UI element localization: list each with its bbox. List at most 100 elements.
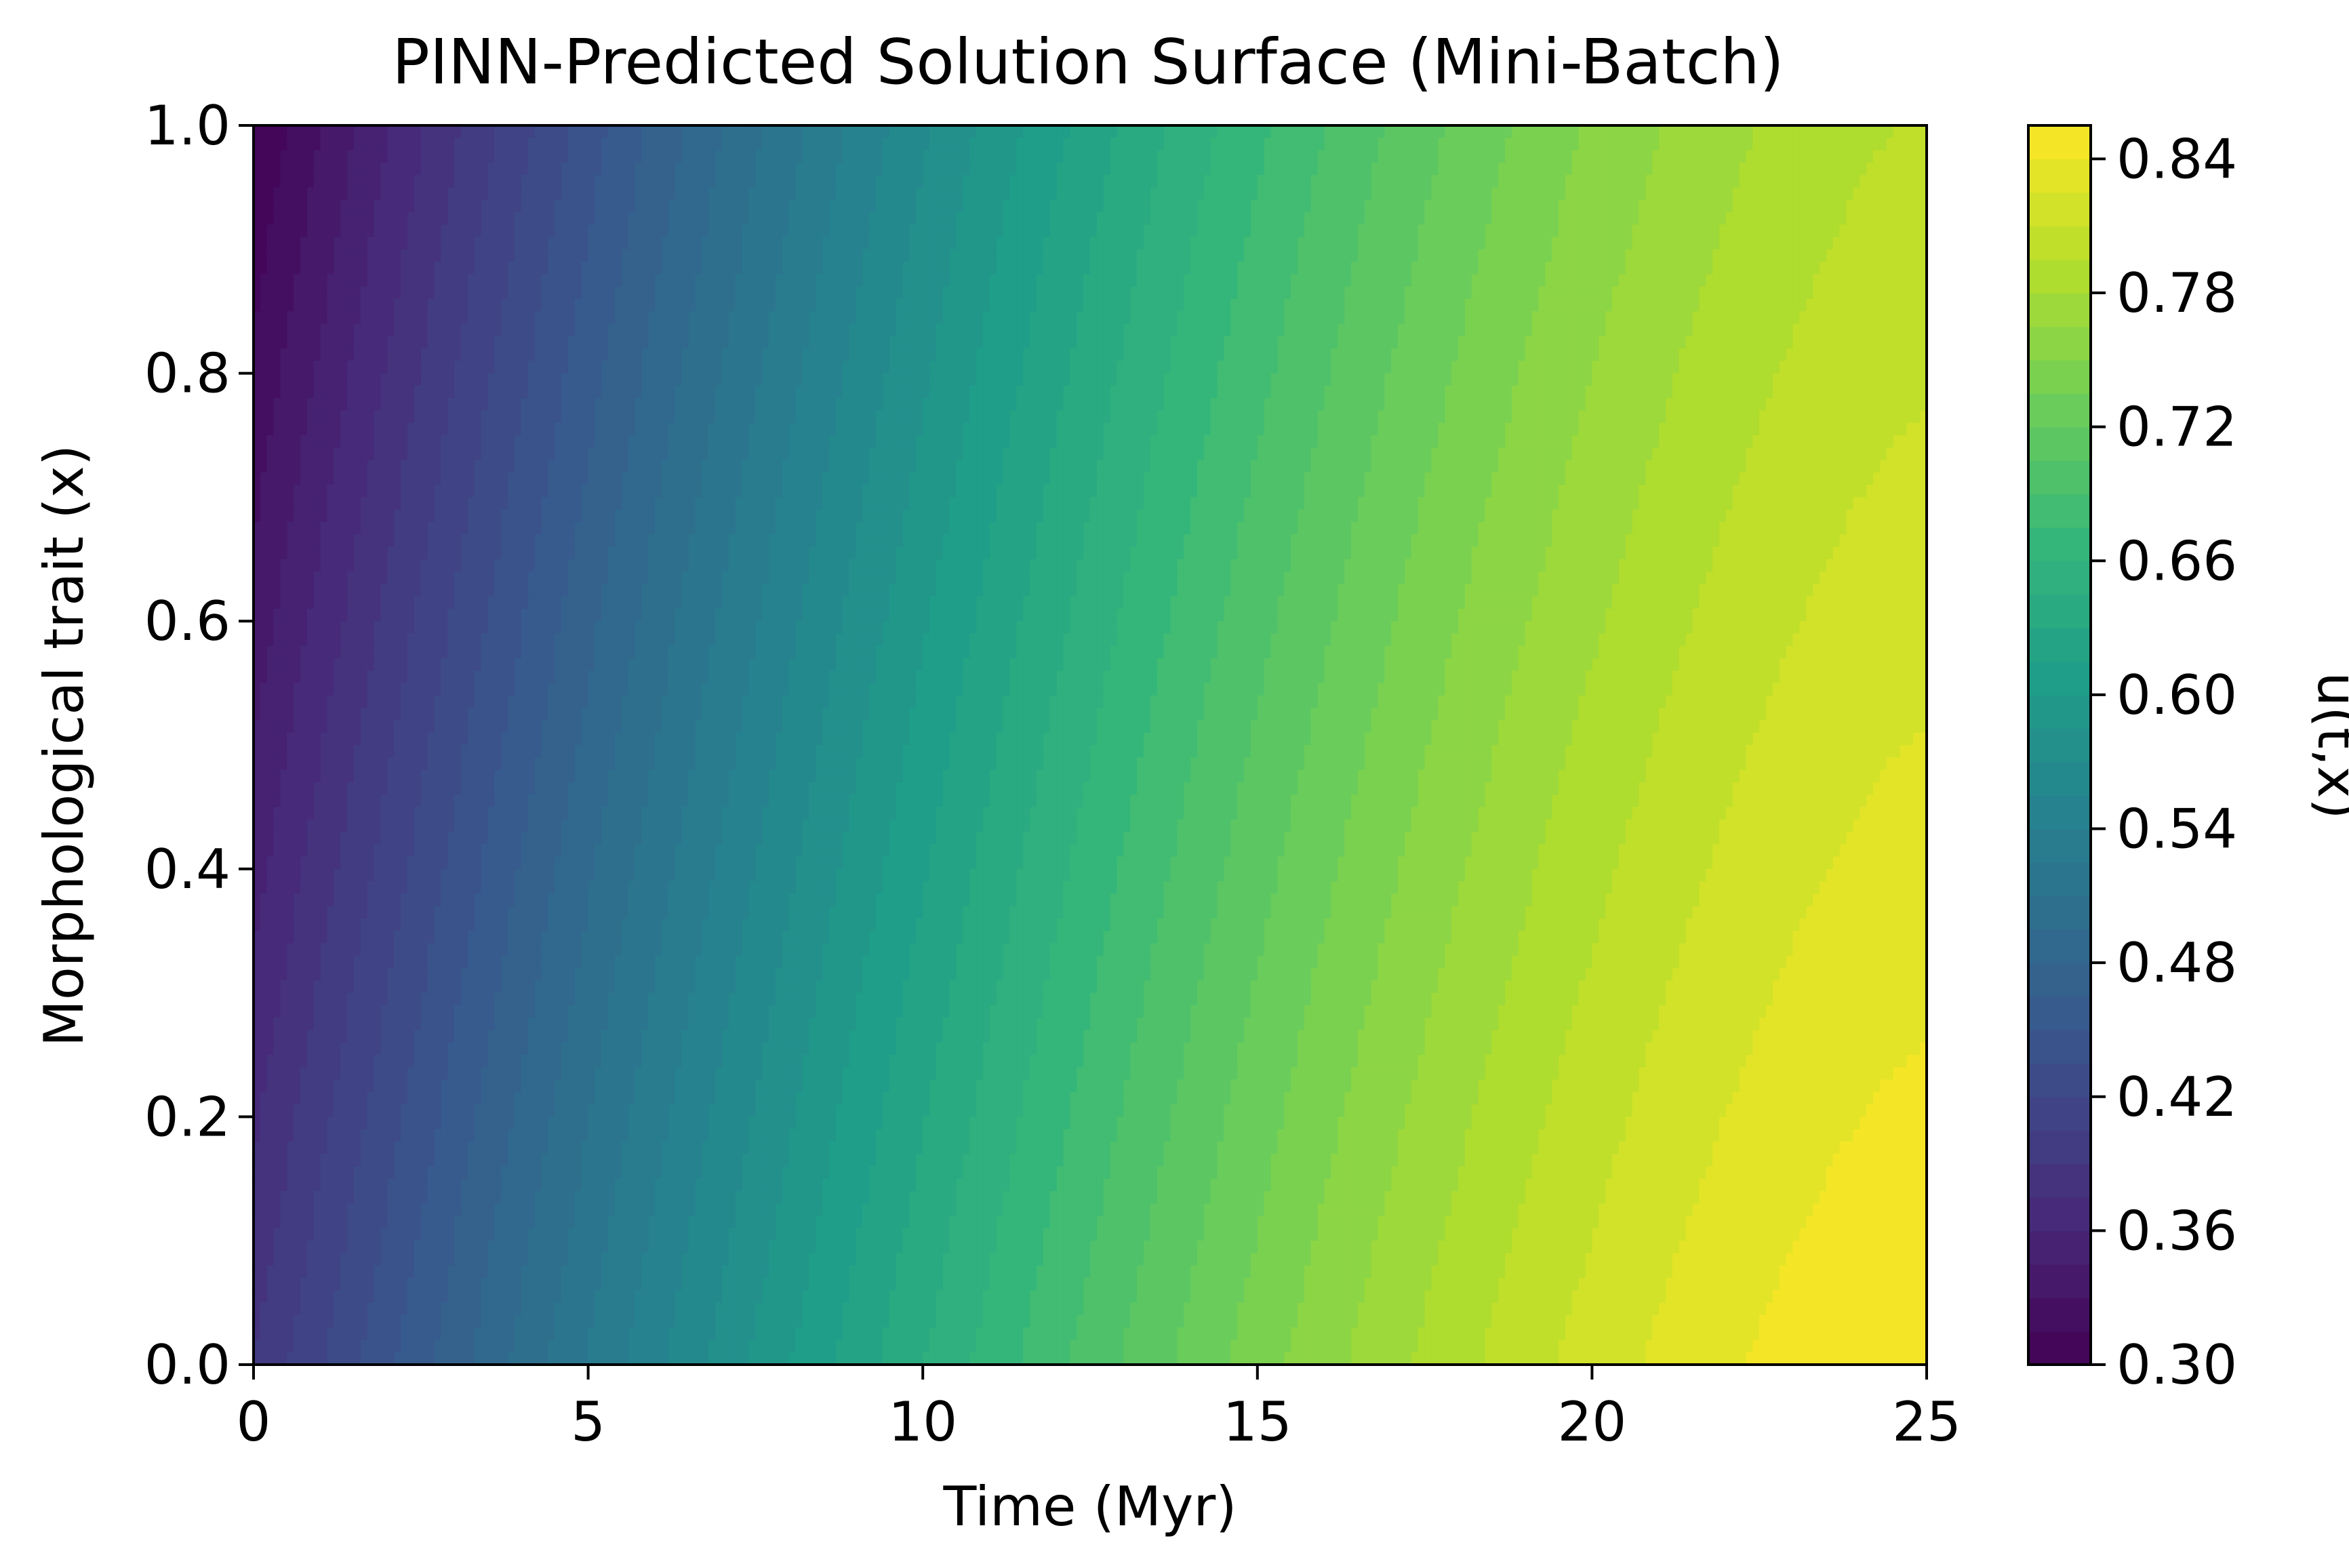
contour-cell <box>1645 125 1653 138</box>
contour-cell <box>929 125 937 138</box>
contour-cell <box>1672 212 1680 225</box>
contour-cell <box>1752 125 1760 138</box>
contour-cell <box>1043 212 1051 225</box>
contour-cell <box>1780 200 1787 213</box>
contour-cell <box>508 163 515 176</box>
contour-cell <box>1123 187 1131 200</box>
contour-cell <box>1304 175 1312 188</box>
contour-cell <box>1110 187 1118 200</box>
contour-cell <box>1030 187 1037 200</box>
contour-cell <box>1037 138 1044 150</box>
contour-cell <box>1639 163 1647 176</box>
contour-cell <box>595 212 602 225</box>
contour-cell <box>488 187 496 200</box>
contour-cell <box>1284 125 1291 138</box>
contour-cell <box>1016 187 1024 200</box>
contour-cell <box>1887 175 1894 188</box>
contour-cell <box>1378 125 1386 138</box>
contour-cell <box>889 200 897 213</box>
contour-cell <box>1465 125 1472 138</box>
contour-cell <box>481 150 489 163</box>
contour-cell <box>287 150 294 163</box>
contour-cell <box>542 138 549 150</box>
contour-cell <box>274 224 281 237</box>
contour-cell <box>568 200 576 213</box>
contour-cell <box>1659 125 1666 138</box>
contour-cell <box>668 187 676 200</box>
contour-cell <box>769 163 776 176</box>
contour-cell <box>1431 187 1439 200</box>
contour-cell <box>1719 200 1727 213</box>
contour-cell <box>1645 200 1653 213</box>
contour-cell <box>1150 212 1158 225</box>
contour-cell <box>1097 138 1104 150</box>
contour-cell <box>1853 187 1860 200</box>
contour-cell <box>447 212 455 225</box>
contour-cell <box>749 200 757 213</box>
contour-cell <box>1405 200 1412 213</box>
contour-cell <box>1866 175 1874 188</box>
contour-cell <box>1706 150 1713 163</box>
contour-cell <box>648 212 656 225</box>
contour-cell <box>1472 212 1479 225</box>
contour-cell <box>1893 138 1901 150</box>
contour-cell <box>1645 150 1653 163</box>
contour-cell <box>1645 138 1653 150</box>
contour-cell <box>1251 187 1258 200</box>
contour-cell <box>1218 138 1225 150</box>
contour-cell <box>1431 150 1439 163</box>
contour-cell <box>1177 187 1184 200</box>
contour-cell <box>957 163 964 176</box>
contour-cell <box>876 187 883 200</box>
contour-cell <box>1291 125 1298 138</box>
contour-cell <box>1860 175 1867 188</box>
contour-cell <box>561 187 569 200</box>
contour-cell <box>642 175 649 188</box>
contour-cell <box>1632 187 1640 200</box>
contour-cell <box>528 150 536 163</box>
contour-cell <box>1057 187 1064 200</box>
contour-cell <box>1050 187 1058 200</box>
contour-cell <box>1780 163 1787 176</box>
contour-cell <box>1913 212 1921 225</box>
contour-cell <box>622 187 629 200</box>
contour-cell <box>682 138 689 150</box>
contour-cell <box>1384 150 1392 163</box>
contour-cell <box>1893 175 1901 188</box>
contour-cell <box>1425 163 1432 176</box>
contour-cell <box>441 163 448 176</box>
contour-cell <box>387 138 395 150</box>
contour-cell <box>796 175 803 188</box>
contour-cell <box>394 138 401 150</box>
contour-cell <box>856 125 863 138</box>
contour-cell <box>1820 175 1827 188</box>
contour-cell <box>1880 212 1887 225</box>
contour-cell <box>923 175 930 188</box>
contour-cell <box>601 138 609 150</box>
contour-cell <box>334 212 341 225</box>
contour-cell <box>588 138 596 150</box>
contour-cell <box>314 125 321 138</box>
contour-cell <box>1123 138 1131 150</box>
contour-cell <box>435 187 442 200</box>
contour-cell <box>1572 163 1580 176</box>
contour-cell <box>441 200 448 213</box>
contour-cell <box>642 224 649 237</box>
contour-cell <box>1786 200 1794 213</box>
contour-cell <box>542 187 549 200</box>
contour-cell <box>307 200 315 213</box>
contour-cell <box>1244 163 1251 176</box>
contour-cell <box>1491 200 1499 213</box>
contour-cell <box>1338 187 1345 200</box>
contour-cell <box>1451 138 1459 150</box>
contour-cell <box>1365 163 1372 176</box>
contour-cell <box>997 150 1004 163</box>
contour-cell <box>1793 187 1801 200</box>
contour-cell <box>1230 125 1238 138</box>
contour-cell <box>340 224 348 237</box>
contour-cell <box>963 125 970 138</box>
contour-cell <box>1378 138 1386 150</box>
contour-cell <box>1037 187 1044 200</box>
contour-cell <box>1873 150 1881 163</box>
contour-cell <box>1218 150 1225 163</box>
